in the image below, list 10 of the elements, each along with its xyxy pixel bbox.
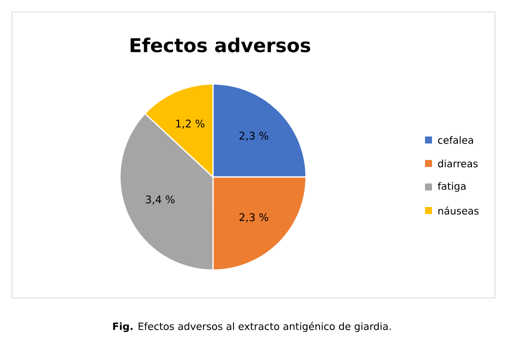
legend-label: diarreas: [438, 160, 478, 168]
data-label: 2,3 %: [240, 213, 268, 222]
data-label: 3,4 %: [146, 195, 175, 204]
text: Fig. Efectos adversos al extracto antigénico de giardia.: [113, 322, 391, 332]
data-label: 2,3 %: [240, 132, 268, 141]
legend-label: fatiga: [438, 182, 466, 192]
chart-title: Efectos adversos: [130, 38, 310, 52]
data-label: 1,2 %: [176, 120, 204, 129]
legend-label: náuseas: [438, 206, 479, 215]
legend-label: cefalea: [438, 136, 473, 144]
